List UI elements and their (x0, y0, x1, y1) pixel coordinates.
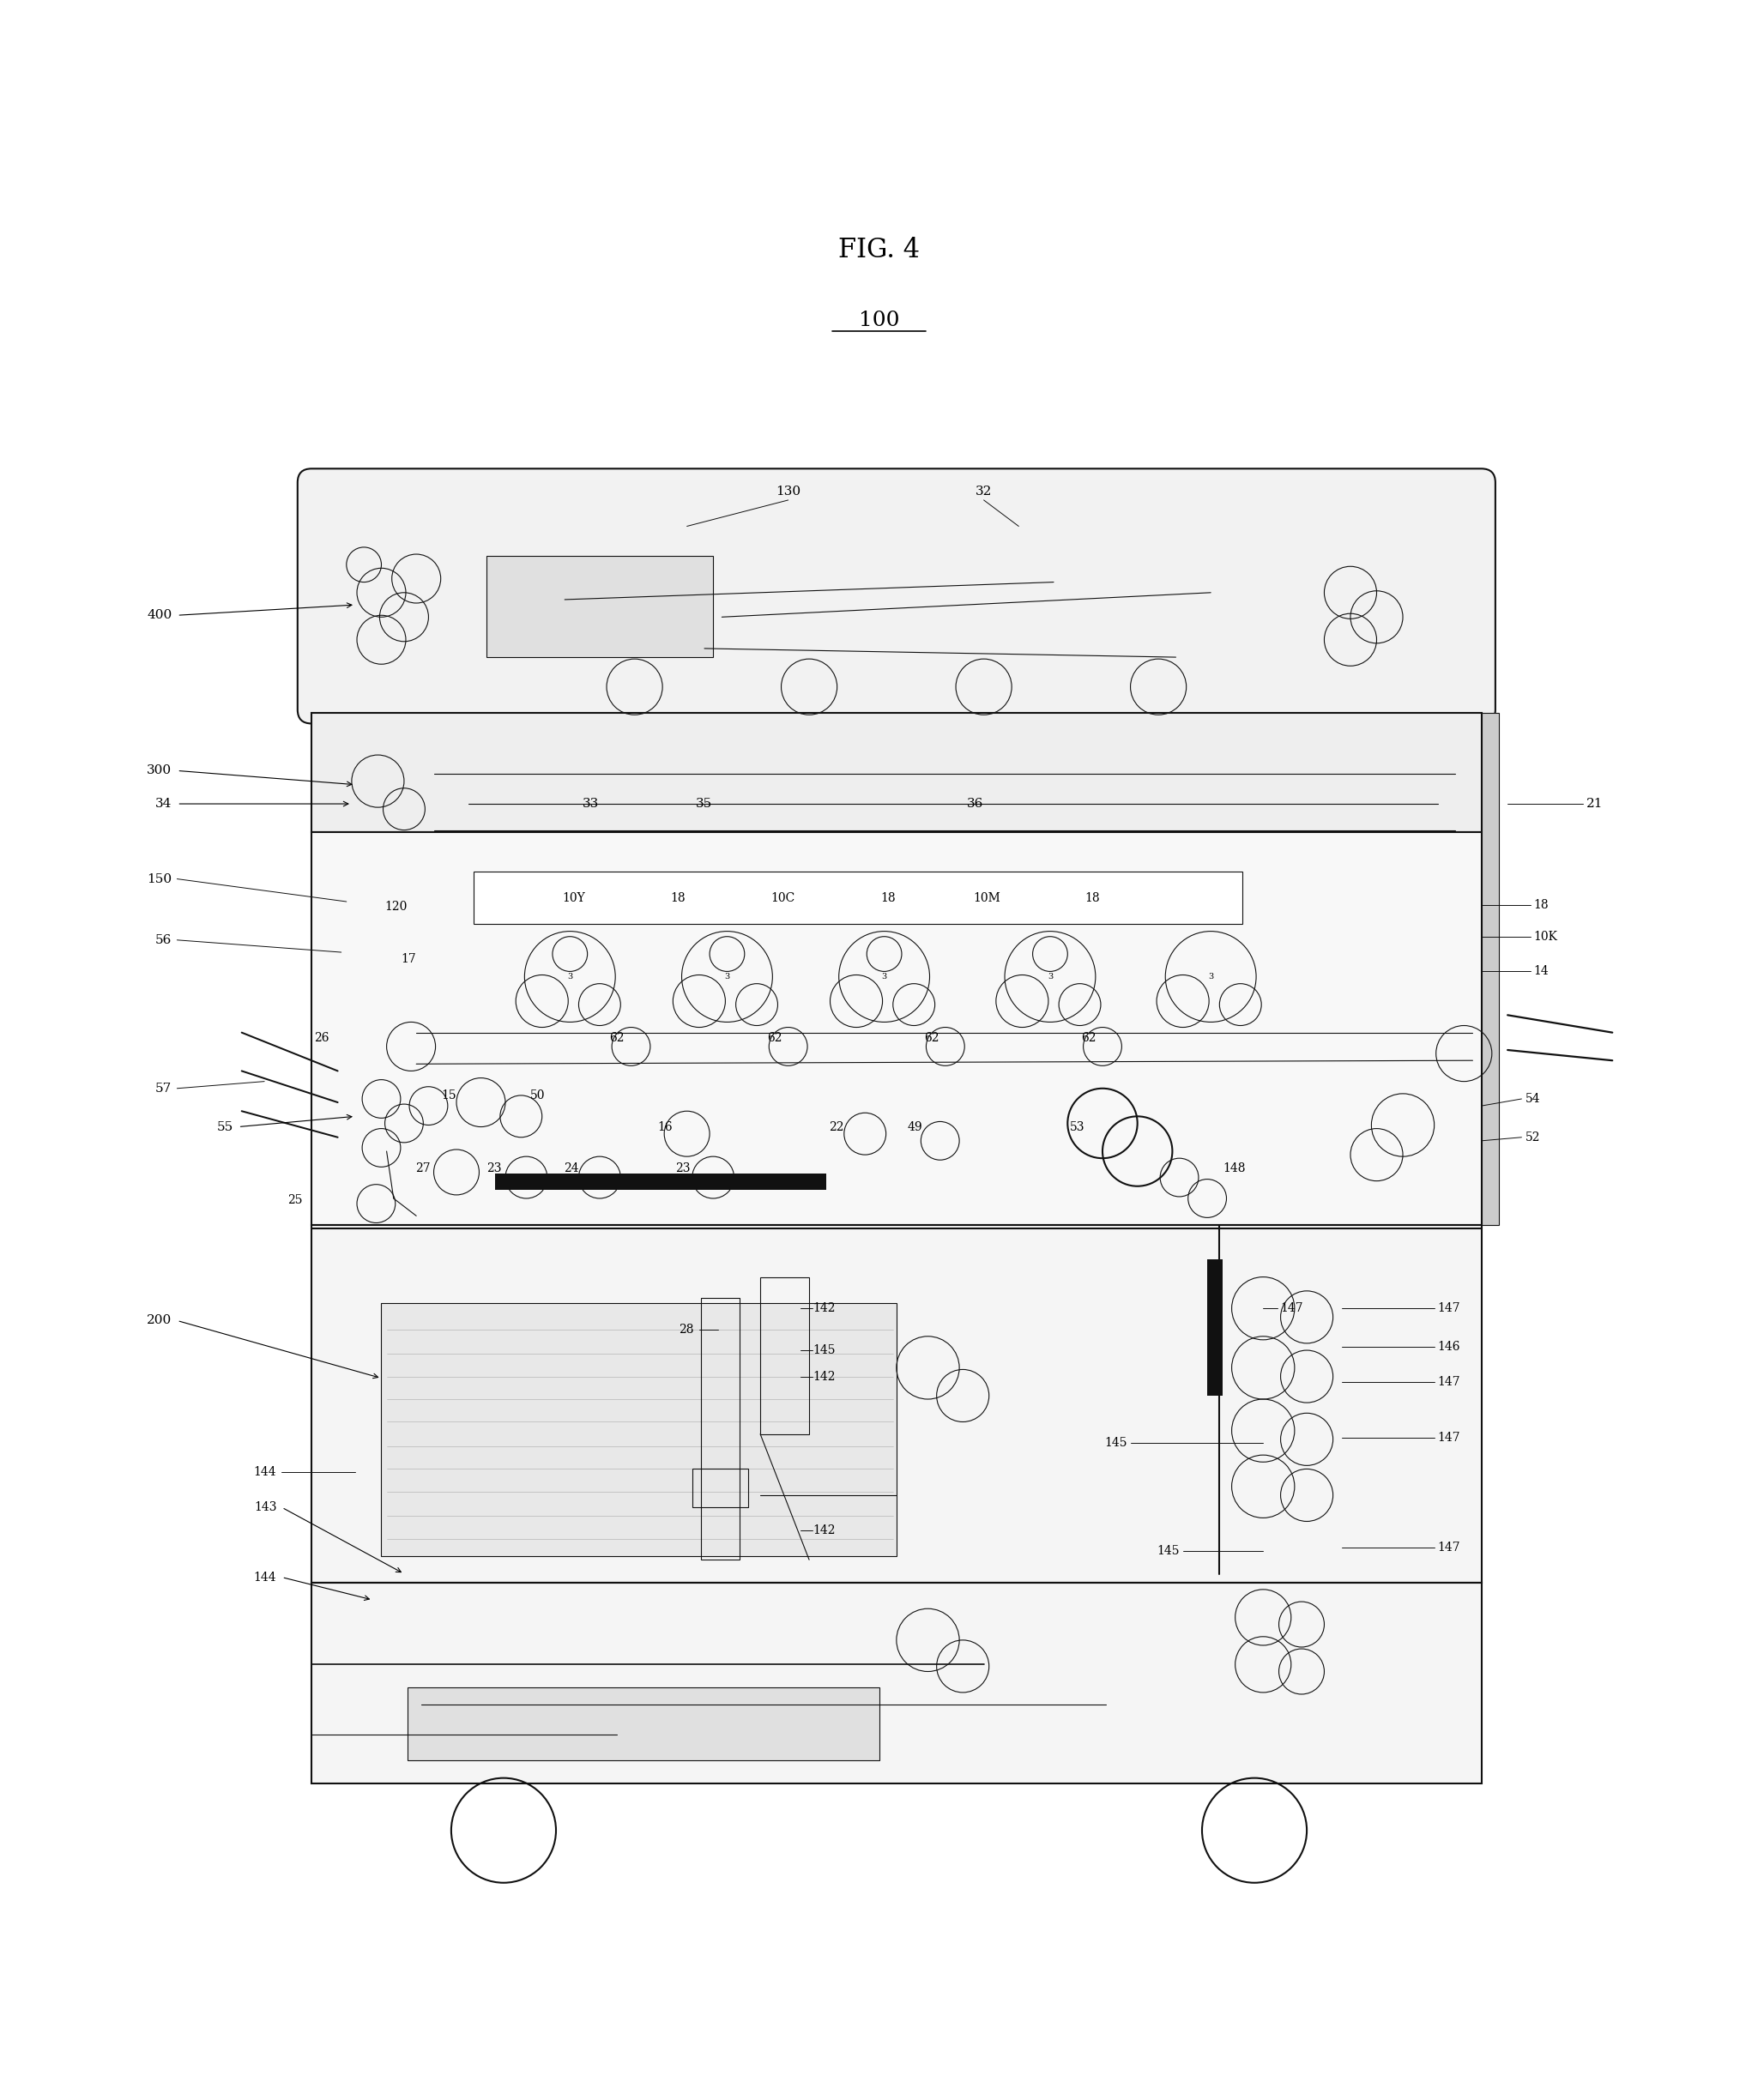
Text: 147: 147 (1438, 1376, 1461, 1388)
Text: 3: 3 (1208, 972, 1213, 981)
Text: 21: 21 (1586, 798, 1603, 811)
Text: 18: 18 (1085, 892, 1099, 905)
Text: 56: 56 (155, 934, 172, 945)
Text: 34: 34 (155, 798, 172, 811)
Bar (759, 1277, 809, 1434)
Text: 147: 147 (1280, 1302, 1303, 1315)
Text: 144: 144 (253, 1466, 276, 1478)
Text: 147: 147 (1438, 1302, 1461, 1315)
Text: 16: 16 (657, 1121, 673, 1132)
Text: 54: 54 (1524, 1092, 1540, 1105)
Text: 17: 17 (401, 953, 417, 966)
Text: 145: 145 (812, 1344, 835, 1357)
Bar (311, 1583, 1482, 1783)
Text: 145: 145 (1157, 1546, 1180, 1556)
Text: 142: 142 (812, 1371, 835, 1382)
Text: 147: 147 (1438, 1541, 1461, 1554)
Text: 150: 150 (148, 874, 172, 884)
Text: 62: 62 (1081, 1031, 1095, 1044)
Bar (381, 1304, 897, 1556)
Text: 35: 35 (696, 798, 712, 811)
Text: 15: 15 (441, 1090, 457, 1100)
Text: 10M: 10M (974, 892, 1000, 905)
Text: 146: 146 (1438, 1340, 1461, 1352)
Text: 142: 142 (812, 1525, 835, 1535)
Text: 130: 130 (775, 485, 800, 498)
Text: 100: 100 (858, 311, 900, 330)
Text: 50: 50 (529, 1090, 545, 1100)
Text: 145: 145 (1104, 1436, 1127, 1449)
Bar (693, 1470, 749, 1508)
Text: 200: 200 (146, 1315, 172, 1327)
Text: 53: 53 (1071, 1121, 1085, 1132)
Text: 18: 18 (1533, 899, 1549, 911)
Text: 26: 26 (315, 1031, 329, 1044)
Text: 36: 36 (967, 798, 983, 811)
Text: 120: 120 (385, 901, 408, 914)
Text: 18: 18 (881, 892, 895, 905)
Text: 25: 25 (288, 1195, 302, 1205)
Bar (311, 832, 1482, 1224)
Text: 300: 300 (148, 764, 172, 777)
Bar (487, 556, 714, 657)
Text: 62: 62 (766, 1031, 782, 1044)
Text: 24: 24 (564, 1163, 578, 1174)
Bar (475, 871, 1243, 924)
Text: 27: 27 (415, 1163, 431, 1174)
Text: 3: 3 (1048, 972, 1053, 981)
Bar (311, 1224, 1482, 1583)
Text: 49: 49 (907, 1121, 923, 1132)
Text: 3: 3 (881, 972, 888, 981)
Text: 143: 143 (253, 1501, 276, 1514)
Bar (701, 1298, 740, 1560)
Text: 62: 62 (925, 1031, 939, 1044)
Text: 400: 400 (146, 609, 172, 622)
Text: 142: 142 (812, 1302, 835, 1315)
Text: 22: 22 (830, 1121, 844, 1132)
Text: 33: 33 (582, 798, 599, 811)
Text: 3: 3 (724, 972, 730, 981)
Text: 55: 55 (216, 1121, 234, 1132)
Bar (1482, 714, 1500, 1224)
Text: 14: 14 (1533, 966, 1549, 977)
Bar (311, 714, 1482, 832)
Text: 147: 147 (1438, 1432, 1461, 1443)
Text: 57: 57 (155, 1082, 172, 1094)
Text: 148: 148 (1224, 1163, 1246, 1174)
FancyBboxPatch shape (297, 468, 1496, 724)
Bar (408, 1686, 879, 1760)
Text: 10Y: 10Y (563, 892, 585, 905)
Text: FIG. 4: FIG. 4 (839, 237, 919, 265)
Text: 32: 32 (976, 485, 992, 498)
Bar (1208, 1260, 1224, 1396)
Bar (494, 1174, 826, 1191)
Text: 10K: 10K (1533, 930, 1558, 943)
Text: 10C: 10C (770, 892, 795, 905)
Text: 23: 23 (487, 1163, 501, 1174)
Text: 23: 23 (675, 1163, 691, 1174)
Text: 62: 62 (610, 1031, 624, 1044)
Text: 144: 144 (253, 1571, 276, 1583)
Text: 18: 18 (670, 892, 686, 905)
Text: 28: 28 (679, 1323, 694, 1336)
Text: 52: 52 (1524, 1132, 1540, 1142)
Text: 3: 3 (568, 972, 573, 981)
